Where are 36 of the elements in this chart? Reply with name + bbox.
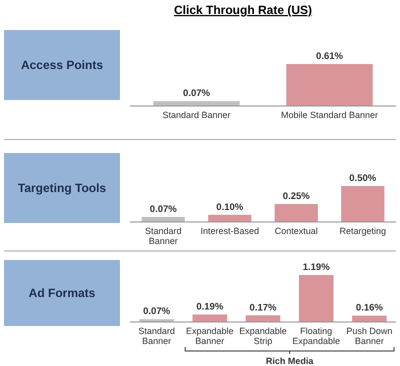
data-label: 0.07% bbox=[143, 306, 171, 318]
data-label: 0.16% bbox=[356, 302, 384, 314]
bar bbox=[341, 186, 384, 222]
data-label: 1.19% bbox=[302, 262, 330, 273]
chart-title: Click Through Rate (US) bbox=[174, 3, 312, 17]
y-axis-title: Access Points bbox=[20, 58, 104, 72]
bar bbox=[246, 315, 280, 322]
y-axis-title: Targeting Tools bbox=[18, 181, 106, 195]
x-tick-label: Standard Banner bbox=[162, 110, 231, 120]
x-tick-label: Interest-Based bbox=[200, 226, 260, 236]
data-label: 0.07% bbox=[183, 88, 211, 100]
data-label: 0.50% bbox=[349, 173, 377, 184]
bar bbox=[192, 314, 228, 322]
data-label: 0.17% bbox=[250, 302, 278, 314]
data-label: 0.10% bbox=[216, 202, 244, 213]
x-tick-label: Mobile Standard Banner bbox=[280, 110, 378, 120]
x-tick-label: Standard Banner bbox=[144, 226, 182, 246]
bar bbox=[352, 316, 387, 322]
x-tick-label: Standard Banner bbox=[138, 326, 175, 346]
data-label: 0.25% bbox=[282, 191, 310, 202]
x-tick-label: Retargeting bbox=[339, 226, 386, 236]
x-tick-label: Contextual bbox=[274, 226, 318, 236]
data-label: 0.19% bbox=[196, 301, 224, 312]
x-tick-label: Expandable Banner bbox=[186, 326, 234, 346]
text: Rich Media bbox=[266, 356, 314, 366]
bar bbox=[274, 204, 318, 222]
x-tick-label: Push Down Banner bbox=[346, 326, 392, 346]
y-axis-title: Ad Formats bbox=[28, 286, 96, 300]
x-tick-label: Expandable Strip bbox=[239, 326, 287, 346]
bar bbox=[208, 214, 252, 222]
bar bbox=[139, 319, 174, 322]
bar bbox=[298, 275, 334, 322]
bar bbox=[142, 216, 185, 222]
data-label: 0.61% bbox=[316, 51, 344, 62]
data-label: 0.07% bbox=[150, 204, 178, 215]
x-tick-label: Floating Expandable bbox=[292, 326, 340, 346]
